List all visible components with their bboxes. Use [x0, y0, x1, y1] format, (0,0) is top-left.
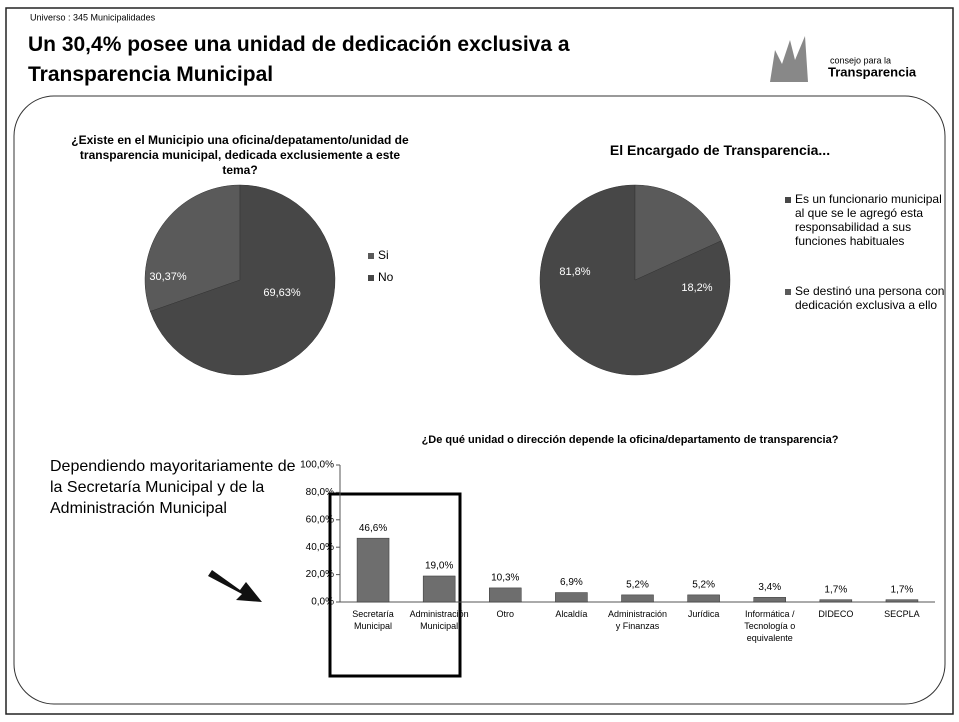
bar-value-label: 5,2% [692, 580, 715, 591]
y-tick-label: 20,0% [306, 569, 334, 580]
bar [555, 592, 588, 603]
y-tick-label: 0,0% [311, 597, 334, 608]
legend-swatch [785, 289, 791, 295]
pie-value-label: 30,37% [149, 271, 187, 283]
bar [687, 594, 720, 603]
x-tick-label: DIDECO [818, 609, 854, 619]
logo-main: Transparencia [828, 64, 917, 79]
bar [753, 597, 786, 603]
annotation-box: Dependiendo mayoritariamente de la Secre… [50, 458, 296, 517]
legend-label: Se destinó una persona con dedicación ex… [795, 284, 945, 312]
logo-top: consejo para la [830, 55, 891, 65]
x-tick-label: Secretaría Municipal [352, 609, 394, 631]
legend-swatch [368, 253, 374, 259]
x-tick-label-box: Otro [496, 609, 515, 619]
legend-label: Es un funcionario municipal al que se le… [795, 192, 942, 248]
pie-slice [144, 184, 241, 312]
y-tick-label: 40,0% [306, 542, 334, 553]
logo: consejo para la Transparencia [770, 36, 917, 82]
x-tick-label: SECPLA [884, 609, 920, 619]
content-panel [13, 95, 946, 705]
legend-label-box: Es un funcionario municipal al que se le… [795, 192, 942, 248]
legend-swatch [368, 275, 374, 281]
highlight-box [328, 492, 462, 678]
pie-slice [539, 184, 731, 376]
bar [356, 537, 390, 603]
pie-slice [150, 184, 336, 376]
bar [489, 587, 522, 603]
pie-title-box: ¿Existe en el Municipio una oficina/depa… [71, 133, 409, 177]
pie-title: El Encargado de Transparencia... [609, 142, 831, 158]
pie-value-label: 69,63% [263, 287, 301, 299]
title-box: Un 30,4% posee una unidad de dedicación … [28, 33, 570, 86]
bar [885, 599, 919, 603]
x-tick-label: Administración y Finanzas [607, 609, 668, 631]
x-tick-label-box: Informática / Tecnología o equivalente [744, 609, 796, 643]
legend-label-box: Se destinó una persona con dedicación ex… [795, 284, 945, 312]
bar-value-label: 5,2% [626, 580, 649, 591]
x-tick-label: Otro [496, 609, 515, 619]
x-tick-label-box: DIDECO [818, 609, 854, 619]
x-tick-label: Informática / Tecnología o equivalente [744, 609, 796, 643]
x-tick-label-box: Administración y Finanzas [607, 609, 668, 631]
x-tick-label-box: SECPLA [884, 609, 920, 619]
pie-title: ¿Existe en el Municipio una oficina/depa… [71, 133, 409, 177]
slide-frame [5, 7, 954, 715]
x-tick-label-box: Jurídica [687, 609, 720, 619]
bar-value-label: 1,7% [891, 584, 914, 595]
x-tick-label-box: Alcaldía [555, 609, 588, 619]
y-tick-label: 80,0% [306, 487, 334, 498]
arrow [208, 570, 262, 602]
x-tick-label-box: Administración Municipal [409, 609, 469, 631]
bar-value-label: 3,4% [758, 582, 781, 593]
universe-note: Universo : 345 Municipalidades [30, 12, 156, 22]
bar [621, 594, 654, 603]
pie-slice [634, 184, 722, 281]
legend-label: No [378, 270, 394, 284]
pie-title-box: El Encargado de Transparencia... [609, 142, 831, 158]
y-tick-label: 60,0% [306, 514, 334, 525]
x-tick-label-box: Secretaría Municipal [352, 609, 394, 631]
bar [422, 575, 456, 603]
slide-title: Un 30,4% posee una unidad de dedicación … [28, 33, 570, 86]
bar-title: ¿De qué unidad o dirección depende la of… [421, 434, 839, 446]
x-tick-label: Administración Municipal [409, 609, 469, 631]
bar-value-label: 10,3% [491, 573, 519, 584]
legend-label: Si [378, 248, 389, 262]
x-tick-label: Jurídica [687, 609, 720, 619]
annotation: Dependiendo mayoritariamente de la Secre… [50, 458, 296, 517]
legend-label-box: Si [378, 248, 389, 262]
legend-swatch [785, 197, 791, 203]
x-tick-label: Alcaldía [555, 609, 588, 619]
pie-value-label: 81,8% [559, 266, 590, 278]
bar-title-box: ¿De qué unidad o dirección depende la of… [421, 434, 839, 446]
bar-value-label: 19,0% [425, 561, 453, 572]
logo-shape [770, 36, 808, 82]
pie-value-label: 18,2% [681, 282, 712, 294]
bar [819, 599, 853, 603]
y-tick-label: 100,0% [300, 460, 334, 471]
bar-value-label: 1,7% [824, 584, 847, 595]
bar-value-label: 46,6% [359, 523, 387, 534]
bar-value-label: 6,9% [560, 577, 583, 588]
legend-label-box: No [378, 270, 394, 284]
